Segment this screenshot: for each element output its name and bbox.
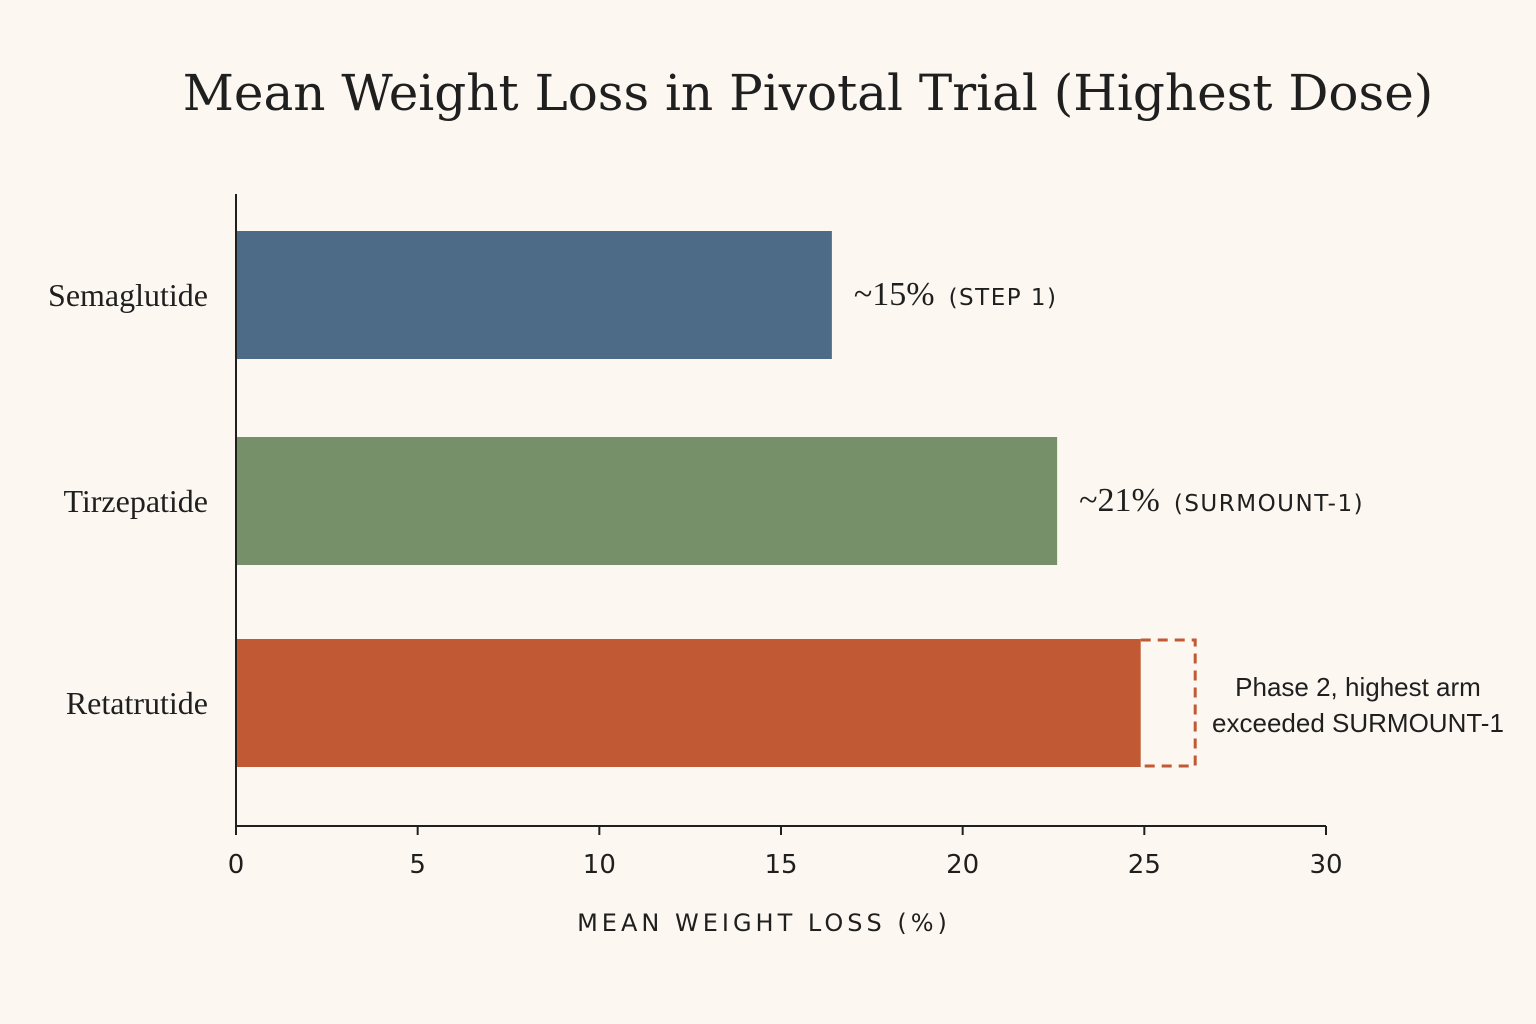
data-label-value: ~15% (854, 276, 935, 313)
x-tick-label-20: 20 (946, 850, 979, 880)
bars-group: Semaglutide ~15% (STEP 1) Tirzepatide ~21% (S… (48, 231, 1364, 767)
dashed-extension-retatrutide (1140, 638, 1197, 768)
category-label-tirzepatide: Tirzepatide (63, 483, 208, 519)
data-label-tirzepatide: ~21% (SURMOUNT-1) (1079, 482, 1364, 519)
category-label-retatrutide: Retatrutide (66, 685, 208, 721)
data-label-note: (STEP 1) (949, 285, 1058, 311)
x-tick-label-5: 5 (409, 850, 426, 880)
chart-title: Mean Weight Loss in Pivotal Trial (Highe… (183, 64, 1434, 122)
annotation-line-2: exceeded SURMOUNT-1 (1212, 708, 1504, 738)
x-tick-label-0: 0 (228, 850, 245, 880)
x-tick-label-15: 15 (764, 850, 797, 880)
bar-retatrutide (236, 639, 1141, 767)
data-label-note: (SURMOUNT-1) (1174, 491, 1364, 517)
annotation-line-1: Phase 2, highest arm (1235, 672, 1481, 702)
bar-semaglutide (236, 231, 832, 359)
data-label-semaglutide: ~15% (STEP 1) (854, 276, 1058, 313)
x-axis-label: MEAN WEIGHT LOSS (%) (577, 909, 951, 937)
x-tick-label-30: 30 (1309, 850, 1342, 880)
bar-tirzepatide (236, 437, 1058, 565)
category-label-semaglutide: Semaglutide (48, 277, 208, 313)
data-label-value: ~21% (1079, 482, 1160, 519)
axes-group: 0 5 10 15 20 25 30 (228, 194, 1343, 880)
annotation-group: Phase 2, highest arm exceeded SURMOUNT-1 (1140, 638, 1504, 768)
x-tick-label-10: 10 (583, 850, 616, 880)
x-tick-label-25: 25 (1128, 850, 1161, 880)
